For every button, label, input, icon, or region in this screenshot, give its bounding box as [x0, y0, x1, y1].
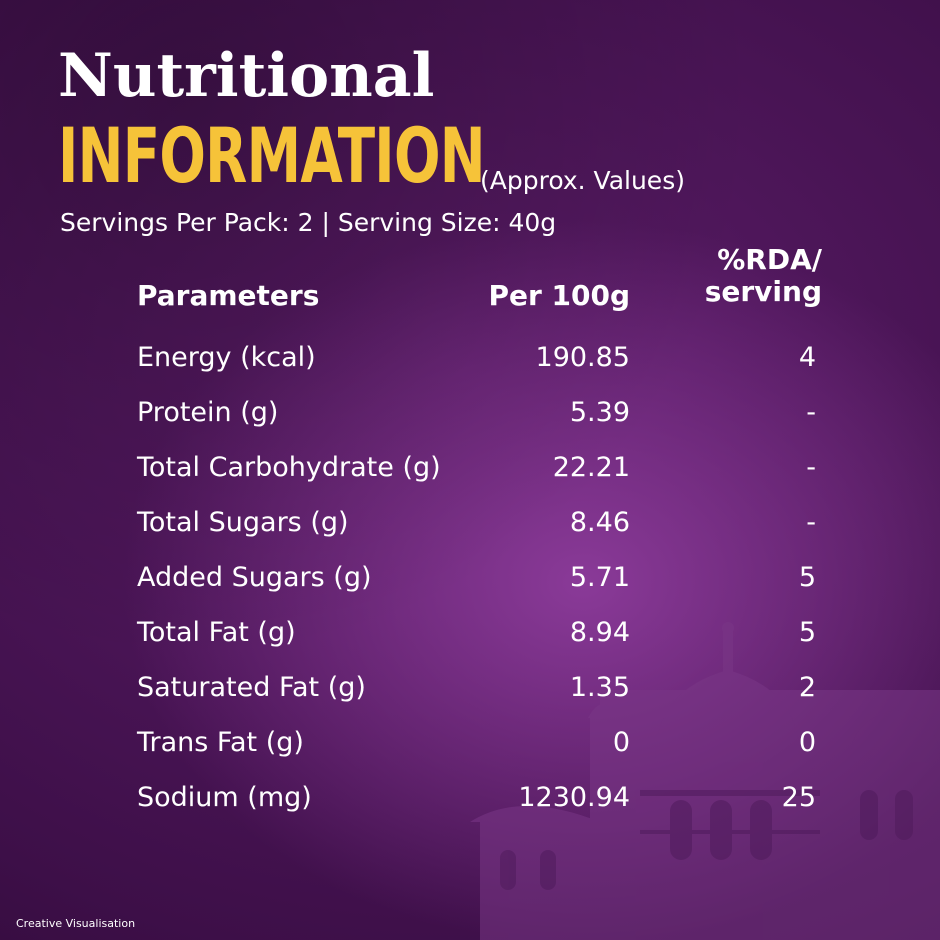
row-rda: - [806, 507, 816, 538]
row-per100: 22.21 [552, 452, 630, 483]
approx-values-note: (Approx. Values) [480, 166, 685, 195]
creative-visualisation-note: Creative Visualisation [16, 917, 136, 930]
row-rda: 4 [798, 342, 816, 373]
row-name: Total Fat (g) [137, 617, 296, 648]
row-rda: 25 [781, 782, 816, 813]
table-row: Sodium (mg) 1230.94 25 [0, 782, 940, 822]
table-row: Saturated Fat (g) 1.35 2 [0, 672, 940, 712]
table-row: Total Carbohydrate (g) 22.21 - [0, 452, 940, 492]
row-name: Total Sugars (g) [137, 507, 349, 538]
table-row: Total Fat (g) 8.94 5 [0, 617, 940, 657]
row-per100: 5.39 [569, 397, 630, 428]
row-rda: - [806, 452, 816, 483]
row-rda: 2 [798, 672, 816, 703]
header-rda-line1: %RDA/ [717, 243, 822, 276]
table-row: Total Sugars (g) 8.46 - [0, 507, 940, 547]
table-row: Energy (kcal) 190.85 4 [0, 342, 940, 382]
row-name: Energy (kcal) [137, 342, 316, 373]
row-per100: 8.94 [569, 617, 630, 648]
title-information: INFORMATION [58, 111, 486, 200]
row-name: Trans Fat (g) [137, 727, 304, 758]
row-rda: - [806, 397, 816, 428]
row-per100: 5.71 [569, 562, 630, 593]
row-per100: 1230.94 [518, 782, 630, 813]
header-rda-line2: serving [704, 275, 822, 309]
row-per100: 0 [612, 727, 630, 758]
header-per-100g: Per 100g [488, 279, 630, 312]
table-row: Protein (g) 5.39 - [0, 397, 940, 437]
header-parameters: Parameters [137, 279, 320, 312]
header-rda-per-serving: %RDA/ serving [704, 243, 822, 309]
row-name: Sodium (mg) [137, 782, 312, 813]
row-per100: 1.35 [569, 672, 630, 703]
table-row: Trans Fat (g) 0 0 [0, 727, 940, 767]
row-name: Added Sugars (g) [137, 562, 372, 593]
title-nutritional: Nutritional [58, 41, 435, 111]
row-per100: 8.46 [569, 507, 630, 538]
row-rda: 0 [798, 727, 816, 758]
row-rda: 5 [798, 617, 816, 648]
servings-info: Servings Per Pack: 2 | Serving Size: 40g [60, 208, 557, 237]
row-name: Saturated Fat (g) [137, 672, 366, 703]
table-row: Added Sugars (g) 5.71 5 [0, 562, 940, 602]
row-name: Total Carbohydrate (g) [137, 452, 441, 483]
row-rda: 5 [798, 562, 816, 593]
row-name: Protein (g) [137, 397, 279, 428]
row-per100: 190.85 [535, 342, 630, 373]
